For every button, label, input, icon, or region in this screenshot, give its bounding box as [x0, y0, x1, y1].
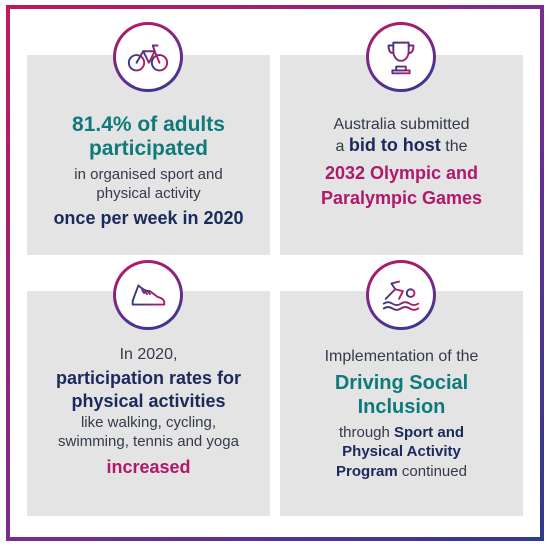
- sport-highlight: once per week in 2020: [53, 208, 244, 228]
- participation-intro: In 2020,: [119, 346, 178, 363]
- olympics-prefix: a: [335, 138, 349, 155]
- running-shoe-icon: [131, 284, 166, 310]
- shoe-badge: [113, 260, 183, 330]
- inclusion-body-1: through Sport and: [339, 423, 464, 442]
- bicycle-icon: [127, 44, 169, 72]
- inclusion-through: through: [338, 424, 395, 441]
- olympics-highlight-1: 2032 Olympic and: [324, 163, 479, 183]
- participation-body-1: like walking, cycling,: [80, 414, 217, 431]
- inclusion-program-1: Sport and: [394, 424, 465, 441]
- panel-social-inclusion: Implementation of the Driving Social Inc…: [280, 291, 523, 516]
- inclusion-headline-1: Driving Social: [334, 372, 469, 394]
- inclusion-program-3: Program: [336, 463, 398, 480]
- trophy-icon: [387, 41, 415, 75]
- olympics-highlight-2: Paralympic Games: [320, 188, 483, 208]
- sport-text: 81.4% of adults participated in organise…: [27, 113, 270, 230]
- olympics-body-2: a bid to host the: [335, 135, 467, 157]
- participation-text: In 2020, participation rates for physica…: [27, 345, 270, 480]
- sport-body-2: physical activity: [96, 185, 201, 202]
- olympics-suffix: the: [440, 138, 468, 155]
- panel-participation-rates: In 2020, participation rates for physica…: [27, 291, 270, 516]
- olympics-body-1: Australia submitted: [333, 116, 470, 133]
- participation-headline-2: physical activities: [71, 391, 226, 411]
- inclusion-headline-2: Inclusion: [357, 396, 446, 418]
- sport-headline-1: 81.4% of adults: [72, 113, 225, 136]
- olympics-text: Australia submitted a bid to host the 20…: [280, 115, 523, 211]
- participation-highlight: increased: [106, 457, 191, 477]
- olympics-bid-bold: bid to host: [348, 135, 441, 155]
- inclusion-continued: continued: [397, 463, 467, 480]
- trophy-badge: [366, 22, 436, 92]
- swimmer-icon: [382, 280, 420, 311]
- sport-body-1: in organised sport and: [74, 166, 223, 183]
- inclusion-body-2: Program continued: [336, 462, 467, 481]
- swimmer-badge: [366, 260, 436, 330]
- participation-headline-1: participation rates for: [55, 368, 242, 388]
- inclusion-text: Implementation of the Driving Social Inc…: [280, 347, 523, 481]
- participation-body-2: swimming, tennis and yoga: [58, 433, 239, 450]
- inclusion-program-2: Physical Activity: [342, 443, 461, 460]
- bicycle-badge: [113, 22, 183, 92]
- sport-headline-2: participated: [88, 137, 209, 160]
- inclusion-intro: Implementation of the: [324, 348, 479, 365]
